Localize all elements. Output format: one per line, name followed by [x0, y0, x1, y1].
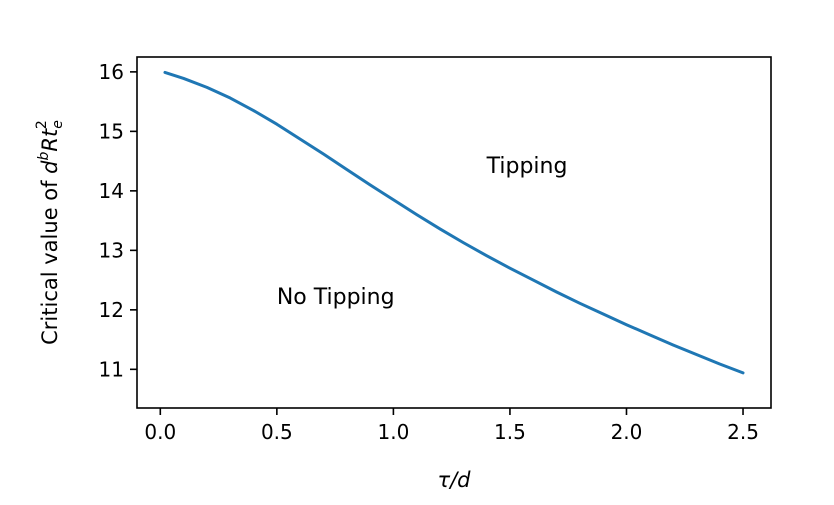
y-tick-label: 11 [99, 357, 124, 381]
x-tick-label: 0.0 [144, 420, 176, 444]
y-axis-label: Critical value of dbRte2 [34, 120, 66, 345]
x-tick-label: 2.5 [727, 420, 759, 444]
y-axis-label-rt: Rt [38, 128, 62, 152]
x-axis: 0.0 0.5 1.0 1.5 2.0 2.5 [144, 408, 759, 444]
y-axis-label-e: e [50, 120, 66, 129]
plot-area: Tipping No Tipping [136, 56, 772, 409]
y-tick-label: 12 [99, 298, 124, 322]
region-annotation: No Tipping [277, 285, 395, 310]
series-layer [163, 70, 745, 375]
y-axis-label-b: b [36, 151, 52, 160]
y-axis: 11 12 13 14 15 16 [99, 60, 137, 381]
series-line-0 [163, 70, 745, 375]
x-tick-label: 0.5 [261, 420, 293, 444]
x-tick-label: 1.0 [377, 420, 409, 444]
axes-frame [136, 56, 772, 409]
y-axis-label-d: d [38, 160, 62, 174]
y-tick-label: 13 [99, 238, 124, 262]
x-tick-label: 1.5 [494, 420, 526, 444]
x-tick-label: 2.0 [611, 420, 643, 444]
annotation-layer: Tipping No Tipping [277, 154, 568, 310]
y-tick-label: 14 [99, 179, 124, 203]
region-annotation: Tipping [486, 154, 568, 179]
x-axis-label: τ/d [437, 468, 471, 492]
y-tick-label: 15 [99, 119, 124, 143]
y-tick-label: 16 [99, 60, 124, 84]
y-axis-label-squared: 2 [34, 120, 50, 129]
y-axis-label-prefix: Critical value of [38, 174, 62, 345]
